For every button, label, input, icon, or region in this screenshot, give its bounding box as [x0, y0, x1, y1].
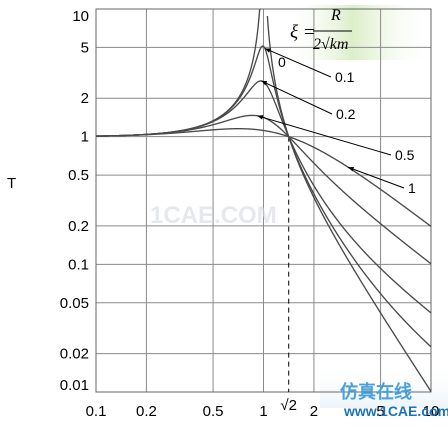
x-tick-label: 0.1	[86, 403, 107, 420]
y-tick-label: 0.02	[60, 346, 89, 363]
x-tick-label: √2	[280, 397, 297, 414]
y-axis-label: T	[7, 175, 16, 192]
series-arrow-0-1	[264, 48, 271, 53]
y-tick-label: 0.2	[68, 218, 89, 235]
plot-frame	[95, 8, 432, 393]
series-label-1: 1	[408, 180, 416, 196]
x-tick-label: 5	[376, 403, 384, 420]
series-arrow-1	[348, 166, 355, 172]
series-label-0-1: 0.1	[335, 69, 355, 85]
x-tick-label: 0.5	[203, 403, 224, 420]
formula-lhs: ξ =	[290, 22, 316, 43]
series-label-layer: 0 0.1 0.2 0.5 1	[257, 48, 416, 196]
series-label-0: 0	[278, 54, 286, 70]
series-leader-0-2	[261, 80, 333, 115]
y-tick-label: 0.01	[60, 377, 89, 394]
watermark-url: www.1CAE.com	[343, 403, 448, 419]
x-tick-label: 2	[310, 403, 318, 420]
x-tick-label: 10	[423, 403, 440, 420]
tick-layer: 0.1 0.2 0.5 1 √2 2 5 10105210.50.20.10.050.020.…	[60, 8, 440, 420]
series-arrow-0-2	[261, 80, 268, 86]
y-tick-label: 1	[81, 129, 89, 146]
y-tick-label: 0.05	[60, 295, 89, 312]
x-tick-label: 1	[259, 403, 267, 420]
series-arrow-0-5	[257, 115, 264, 120]
formula-numerator: R	[330, 7, 341, 24]
series-label-0-2: 0.2	[336, 106, 356, 122]
y-tick-label: 5	[81, 39, 89, 56]
y-tick-label: 0.1	[68, 256, 89, 273]
series-label-0-5: 0.5	[395, 147, 415, 163]
y-tick-label: 2	[81, 90, 89, 107]
watermark-chinese: 仿真在线	[340, 381, 412, 403]
series-leader-0-5	[257, 115, 392, 156]
y-tick-label: 0.5	[68, 167, 89, 184]
x-tick-label: 0.2	[136, 403, 157, 420]
grid-layer	[95, 8, 432, 393]
damping-ratio-formula: ξ = R 2√km	[290, 7, 352, 53]
formula-denominator: 2√km	[313, 36, 348, 53]
series-line-1	[95, 128, 432, 227]
series-leader-0-1	[264, 48, 332, 78]
top-highlight-band	[285, 5, 435, 60]
series-leader-1	[347, 166, 405, 189]
watermark-center: 1CAE.COM	[150, 202, 277, 229]
y-tick-label: 10	[72, 8, 89, 25]
